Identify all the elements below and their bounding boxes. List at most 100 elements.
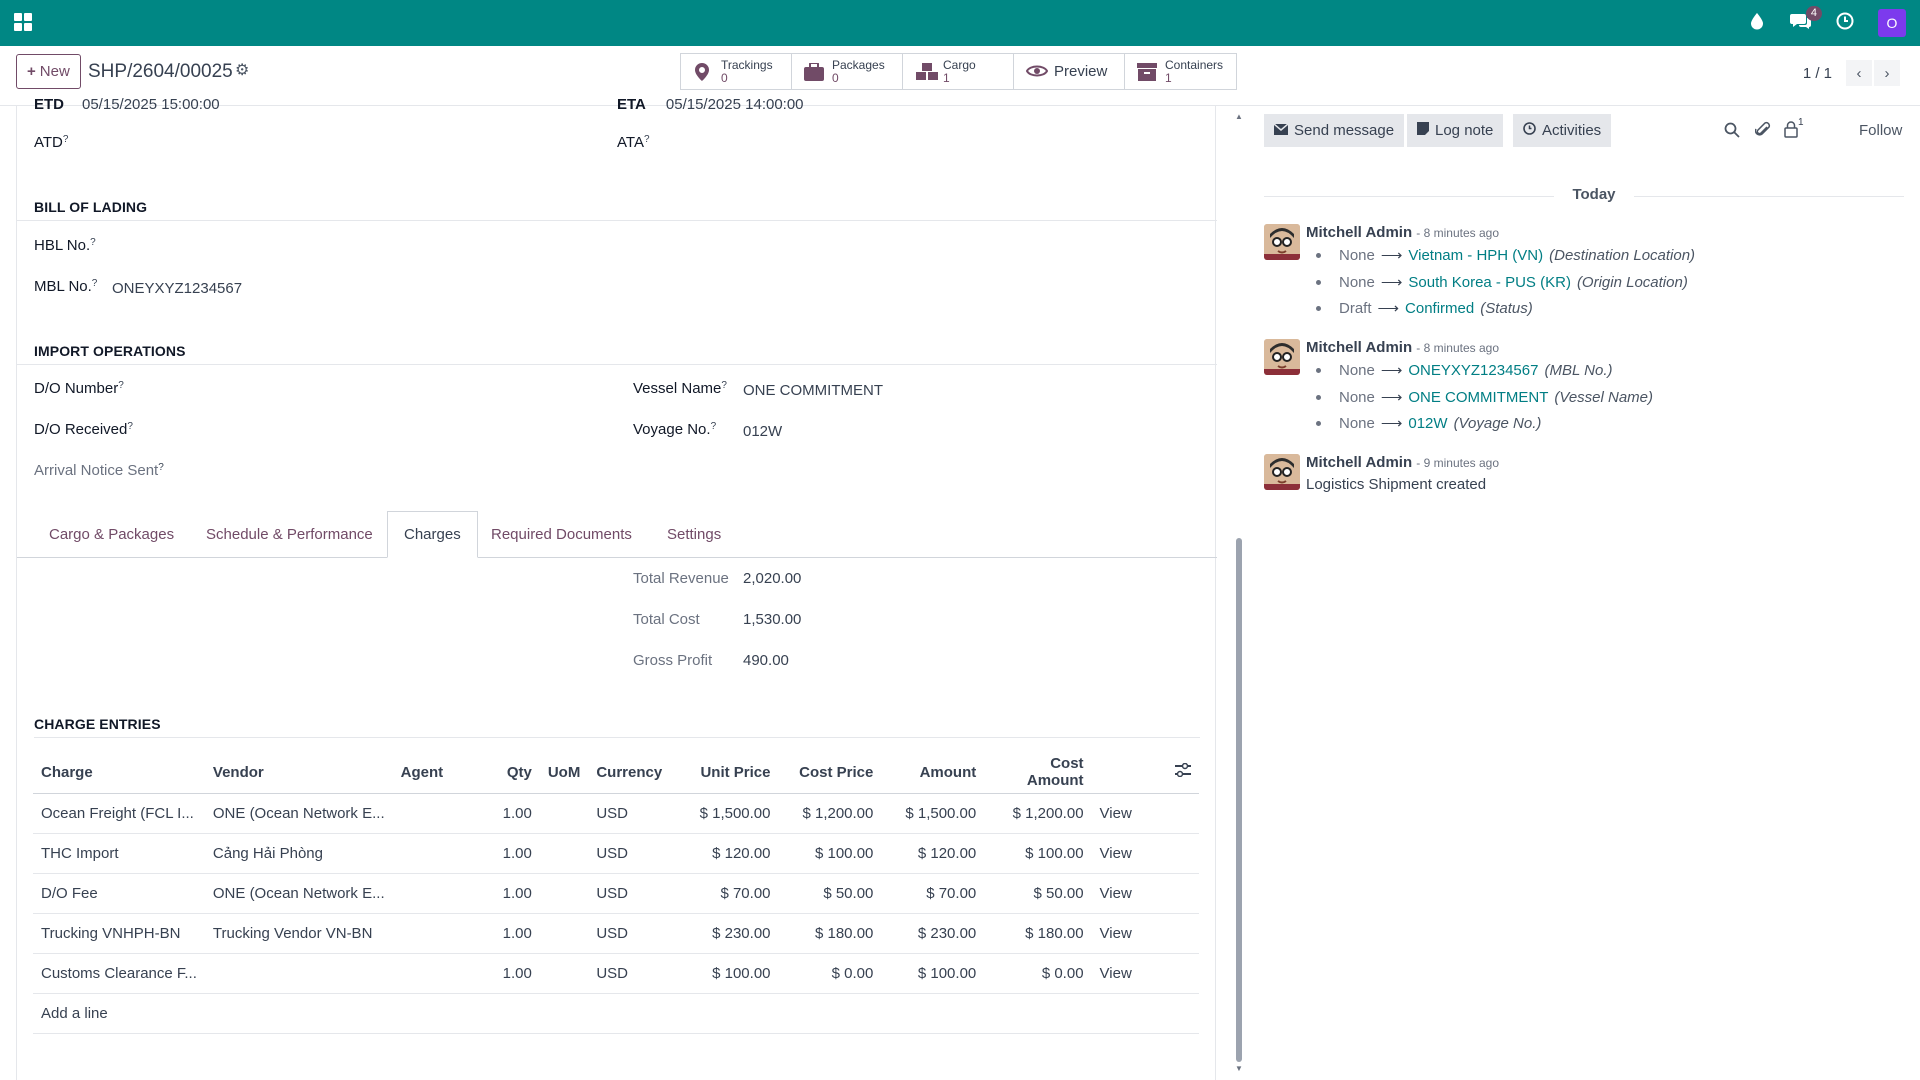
message-author[interactable]: Mitchell Admin [1306, 224, 1413, 241]
packages-button[interactable]: Packages 0 [792, 54, 903, 89]
table-row[interactable]: Ocean Freight (FCL I... ONE (Ocean Netwo… [33, 793, 1199, 834]
cell-unit-price[interactable]: $ 1,500.00 [686, 793, 779, 834]
cell-vendor[interactable]: ONE (Ocean Network E... [204, 793, 393, 834]
avatar[interactable] [1264, 454, 1300, 490]
drop-icon[interactable] [1746, 12, 1768, 35]
pager-previous-icon[interactable]: ‹ [1846, 60, 1872, 86]
column-unit-price[interactable]: Unit Price [686, 752, 779, 794]
cell-qty[interactable]: 1.00 [492, 913, 540, 954]
avatar[interactable] [1264, 224, 1300, 260]
cell-cost-price[interactable]: $ 50.00 [778, 873, 882, 914]
messages-icon[interactable]: 4 [1790, 5, 1822, 35]
etd-value[interactable]: 05/15/2025 15:00:00 [82, 96, 220, 113]
cell-charge[interactable]: Customs Clearance F... [33, 953, 205, 994]
add-line-link[interactable]: Add a line [33, 993, 1199, 1034]
table-row[interactable]: THC Import Cảng Hải Phòng 1.00 USD $ 120… [33, 833, 1199, 874]
eta-value[interactable]: 05/15/2025 14:00:00 [665, 96, 804, 113]
tab-cargo-packages[interactable]: Cargo & Packages [49, 526, 175, 543]
column-currency[interactable]: Currency [588, 752, 687, 794]
view-button[interactable]: View [1091, 913, 1151, 954]
cell-cost-price[interactable]: $ 100.00 [778, 833, 882, 874]
cell-charge[interactable]: Ocean Freight (FCL I... [33, 793, 205, 834]
optional-columns-icon[interactable] [1175, 763, 1191, 781]
app-menu-icon[interactable] [14, 13, 32, 31]
column-cost-price[interactable]: Cost Price [778, 752, 882, 794]
containers-button[interactable]: Containers 1 [1125, 54, 1236, 89]
cell-agent[interactable] [392, 913, 493, 954]
view-button[interactable]: View [1091, 873, 1151, 914]
avatar[interactable] [1264, 339, 1300, 375]
cell-charge[interactable]: THC Import [33, 833, 205, 874]
column-amount[interactable]: Amount [881, 752, 985, 794]
tab-settings[interactable]: Settings [667, 526, 722, 543]
new-button[interactable]: + New [16, 54, 81, 89]
scroll-down-icon[interactable]: ▼ [1235, 1064, 1243, 1073]
activities-button[interactable]: Activities [1513, 114, 1612, 147]
scrollbar-thumb[interactable] [1236, 538, 1242, 1062]
cell-currency[interactable]: USD [588, 873, 687, 914]
cell-qty[interactable]: 1.00 [492, 793, 540, 834]
cell-charge[interactable]: Trucking VNHPH-BN [33, 913, 205, 954]
column-vendor[interactable]: Vendor [204, 752, 393, 794]
column-qty[interactable]: Qty [492, 752, 540, 794]
cell-agent[interactable] [392, 833, 493, 874]
view-button[interactable]: View [1091, 953, 1151, 994]
paperclip-icon[interactable] [1754, 121, 1771, 143]
cell-unit-price[interactable]: $ 120.00 [686, 833, 779, 874]
scroll-up-icon[interactable]: ▲ [1235, 112, 1243, 121]
view-button[interactable]: View [1091, 793, 1151, 834]
cell-vendor[interactable]: Cảng Hải Phòng [204, 833, 393, 874]
follow-button[interactable]: Follow [1859, 122, 1903, 139]
table-row[interactable]: Trucking VNHPH-BN Trucking Vendor VN-BN … [33, 913, 1199, 954]
vessel-name-value[interactable]: ONE COMMITMENT [743, 382, 883, 399]
cell-charge[interactable]: D/O Fee [33, 873, 205, 914]
tab-required-documents[interactable]: Required Documents [491, 526, 632, 543]
mbl-value[interactable]: ONEYXYZ1234567 [112, 280, 243, 297]
cell-vendor[interactable]: ONE (Ocean Network E... [204, 873, 393, 914]
cell-uom[interactable] [539, 953, 589, 994]
cell-vendor[interactable] [204, 953, 393, 994]
message-author[interactable]: Mitchell Admin [1306, 454, 1413, 471]
cell-unit-price[interactable]: $ 70.00 [686, 873, 779, 914]
message-author[interactable]: Mitchell Admin [1306, 339, 1413, 356]
cell-cost-price[interactable]: $ 0.00 [778, 953, 882, 994]
cell-uom[interactable] [539, 913, 589, 954]
column-agent[interactable]: Agent [392, 752, 493, 794]
cell-unit-price[interactable]: $ 230.00 [686, 913, 779, 954]
table-row[interactable]: Customs Clearance F... 1.00 USD $ 100.00… [33, 953, 1199, 994]
column-charge[interactable]: Charge [33, 752, 205, 794]
cell-agent[interactable] [392, 873, 493, 914]
pager-value[interactable]: 1 / 1 [1802, 64, 1832, 82]
user-avatar[interactable]: O [1878, 9, 1906, 37]
cell-agent[interactable] [392, 793, 493, 834]
cell-uom[interactable] [539, 873, 589, 914]
cell-unit-price[interactable]: $ 100.00 [686, 953, 779, 994]
cell-currency[interactable]: USD [588, 793, 687, 834]
gear-icon[interactable]: ⚙ [235, 62, 250, 79]
cell-qty[interactable]: 1.00 [492, 953, 540, 994]
cell-currency[interactable]: USD [588, 953, 687, 994]
cell-cost-price[interactable]: $ 1,200.00 [778, 793, 882, 834]
column-cost-amount[interactable]: Cost Amount [984, 752, 1092, 794]
column-uom[interactable]: UoM [539, 752, 589, 794]
cargo-button[interactable]: Cargo 1 [903, 54, 1014, 89]
activity-clock-icon[interactable] [1834, 12, 1856, 35]
trackings-button[interactable]: Trackings 0 [681, 54, 792, 89]
pager-next-icon[interactable]: › [1874, 60, 1900, 86]
send-message-button[interactable]: Send message [1264, 114, 1405, 147]
log-note-button[interactable]: Log note [1407, 114, 1504, 147]
tab-charges[interactable]: Charges [387, 511, 478, 558]
voyage-value[interactable]: 012W [743, 423, 783, 440]
cell-agent[interactable] [392, 953, 493, 994]
cell-uom[interactable] [539, 793, 589, 834]
cell-currency[interactable]: USD [588, 833, 687, 874]
preview-button[interactable]: Preview [1014, 54, 1125, 89]
cell-qty[interactable]: 1.00 [492, 873, 540, 914]
cell-cost-price[interactable]: $ 180.00 [778, 913, 882, 954]
cell-vendor[interactable]: Trucking Vendor VN-BN [204, 913, 393, 954]
form-scrollbar[interactable]: ▲ ▼ [1233, 106, 1245, 1080]
table-row[interactable]: D/O Fee ONE (Ocean Network E... 1.00 USD… [33, 873, 1199, 914]
search-icon[interactable] [1724, 122, 1740, 142]
cell-uom[interactable] [539, 833, 589, 874]
followers-button[interactable]: 1 [1784, 117, 1804, 142]
